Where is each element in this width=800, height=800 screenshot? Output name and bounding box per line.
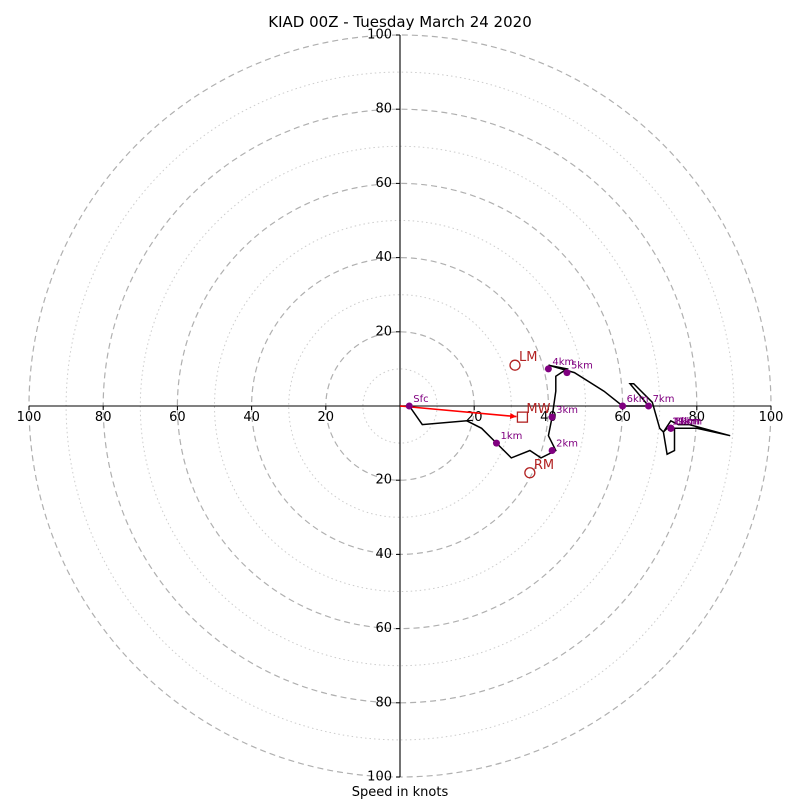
height-label-11km: 11km (672, 416, 700, 427)
height-marker-4km (544, 365, 552, 373)
wind-trace (400, 364, 731, 459)
x-axis-label: Speed in knots (352, 785, 449, 800)
height-label-3km: 3km (556, 405, 578, 416)
height-marker-6km (619, 402, 627, 410)
tick-label-down-20: 20 (375, 473, 392, 488)
tick-label-down-60: 60 (375, 621, 392, 636)
storm-label-MW: MW (526, 402, 550, 417)
tick-label-down-80: 80 (375, 695, 392, 710)
chart-title: KIAD 00Z - Tuesday March 24 2020 (268, 13, 531, 31)
height-marker-5km (563, 369, 571, 377)
wind-trace-line (400, 364, 731, 459)
height-label-8km: 8km (675, 416, 697, 427)
height-marker-11km (667, 424, 675, 432)
height-label-10km: 10km (674, 416, 702, 427)
height-label-4km: 4km (552, 357, 574, 368)
tick-labels: 20 40 60 80 10020406080100204060801002040608… (17, 28, 784, 785)
height-label-1km: 1km (500, 431, 522, 442)
tick-label-up-60: 60 (375, 176, 392, 191)
storm-marker-LM (509, 359, 521, 371)
height-label-5km: 5km (571, 361, 593, 372)
storm-marker-RM (524, 467, 536, 479)
shear-vector-group (399, 405, 517, 420)
storm-label-RM: RM (534, 458, 554, 473)
tick-label-up-20: 20 (375, 324, 392, 339)
tick-label-up-80: 80 (375, 102, 392, 117)
height-marker-7km (645, 402, 653, 410)
storm-marker-MW (516, 411, 529, 423)
tick-label-right-60: 60 (614, 410, 631, 425)
storm-label-LM: LM (519, 350, 537, 365)
tick-label-up-100: 100 (367, 28, 392, 43)
tick-label-left-20: 20 (318, 410, 335, 425)
tick-label-down-40: 40 (375, 547, 392, 562)
tick-label-left-100: 100 (17, 410, 42, 425)
height-marker-1km (492, 439, 500, 447)
tick-label-left-80: 80 (95, 410, 112, 425)
height-marker-2km (548, 447, 556, 455)
height-label-Sfc: Sfc (413, 394, 428, 405)
height-label-9km: 9km (678, 416, 700, 427)
storm-motion-markers: LM RM MW (509, 350, 554, 479)
shear-vector (399, 405, 517, 418)
tick-label-left-40: 40 (243, 410, 260, 425)
height-marker-Sfc (405, 402, 413, 410)
tick-label-right-80: 80 (689, 410, 706, 425)
height-marker-3km (548, 413, 556, 421)
height-label-6km: 6km (627, 394, 649, 405)
tick-label-down-100: 100 (367, 770, 392, 785)
tick-label-right-100: 100 (759, 410, 784, 425)
height-label-7km: 7km (653, 394, 675, 405)
tick-label-up-40: 40 (375, 250, 392, 265)
shear-vector-arrowhead (509, 412, 517, 420)
tick-label-left-60: 60 (169, 410, 186, 425)
height-label-2km: 2km (556, 439, 578, 450)
